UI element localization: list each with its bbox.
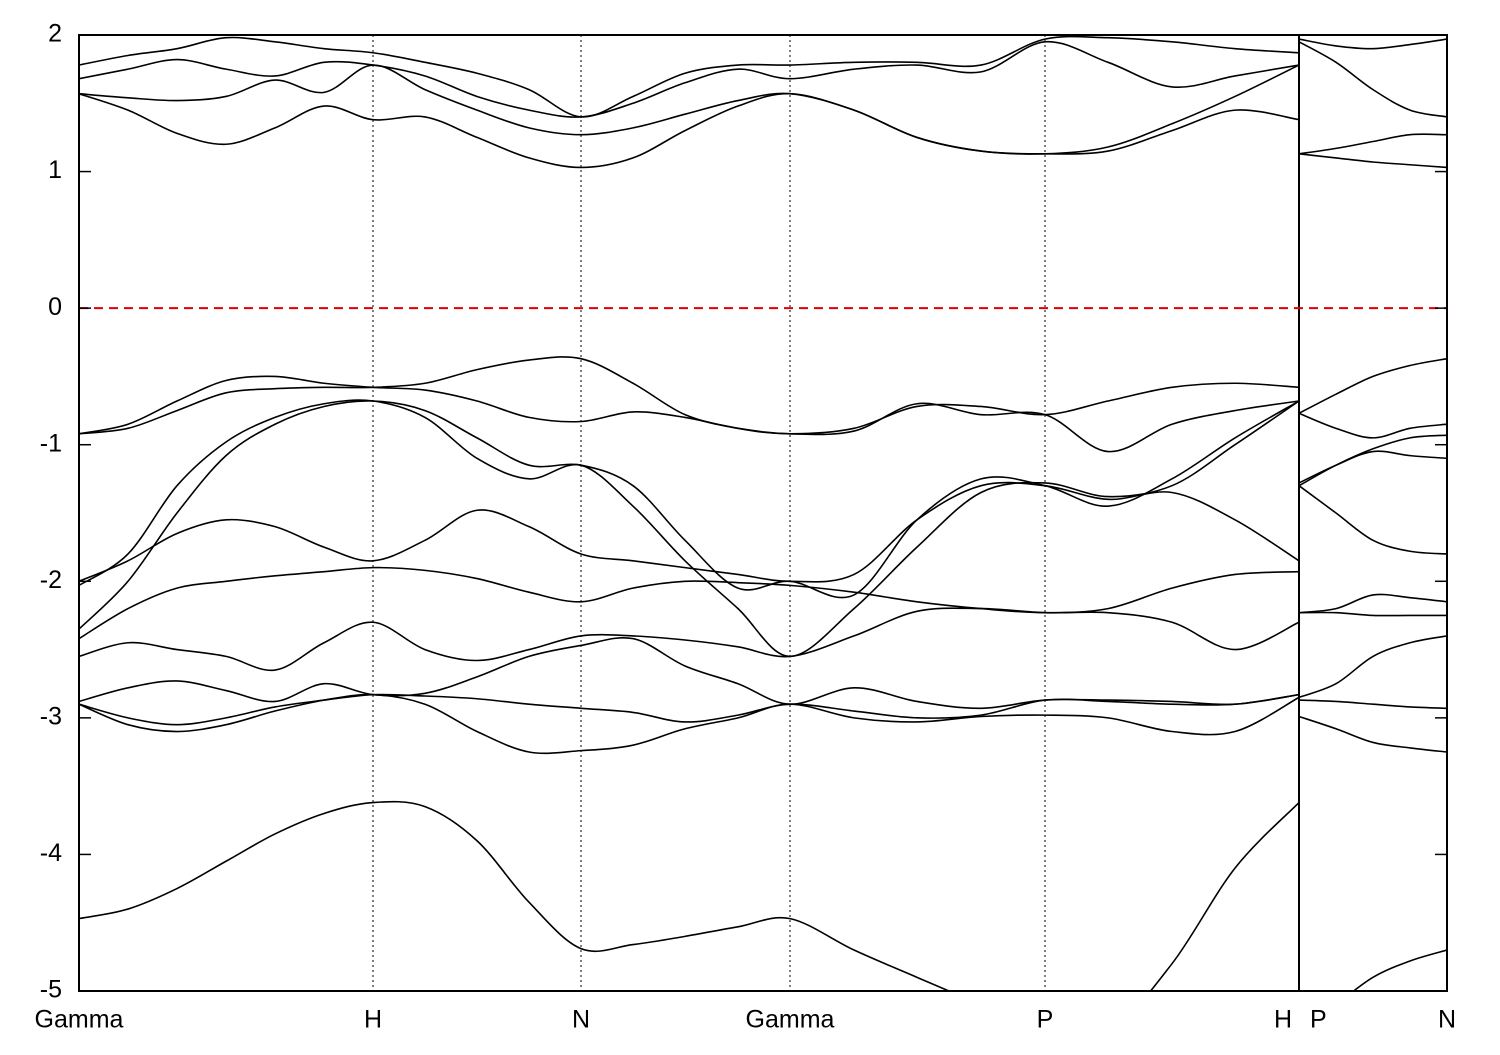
x-tick-label: N bbox=[1438, 1006, 1456, 1034]
grid-layer bbox=[79, 35, 1447, 991]
x-tick-label: Gamma bbox=[35, 1006, 124, 1034]
band-line bbox=[79, 375, 1447, 453]
band-line bbox=[79, 635, 1447, 710]
band-line bbox=[79, 64, 1447, 155]
x-tick-label: H bbox=[1274, 1006, 1292, 1034]
y-tick-label: -5 bbox=[40, 976, 62, 1004]
band-line bbox=[79, 693, 1447, 755]
y-tick-label: 0 bbox=[48, 293, 62, 321]
band-line bbox=[79, 399, 1447, 658]
y-tick-label: -4 bbox=[40, 839, 62, 867]
x-tick-label: Gamma bbox=[746, 1006, 835, 1034]
y-tick-label: -1 bbox=[40, 429, 62, 457]
band-line bbox=[79, 356, 1447, 435]
x-tick-label: P bbox=[1037, 1006, 1054, 1034]
band-line bbox=[79, 41, 1447, 118]
y-tick-label: 2 bbox=[48, 20, 62, 48]
plot-frame bbox=[78, 34, 1448, 992]
band-line bbox=[79, 400, 1447, 630]
x-tick-label: H bbox=[364, 1006, 382, 1034]
x-tick-label: N bbox=[572, 1006, 590, 1034]
y-tick-label: -2 bbox=[40, 566, 62, 594]
band-line bbox=[79, 481, 1447, 583]
band-line bbox=[79, 92, 1447, 169]
band-line bbox=[79, 800, 1447, 991]
y-tick-label: 1 bbox=[48, 156, 62, 184]
band-line bbox=[79, 35, 1447, 118]
bands-layer bbox=[79, 35, 1447, 991]
y-tick-label: -3 bbox=[40, 702, 62, 730]
band-line bbox=[79, 566, 1447, 640]
x-tick-label: P bbox=[1310, 1006, 1327, 1034]
